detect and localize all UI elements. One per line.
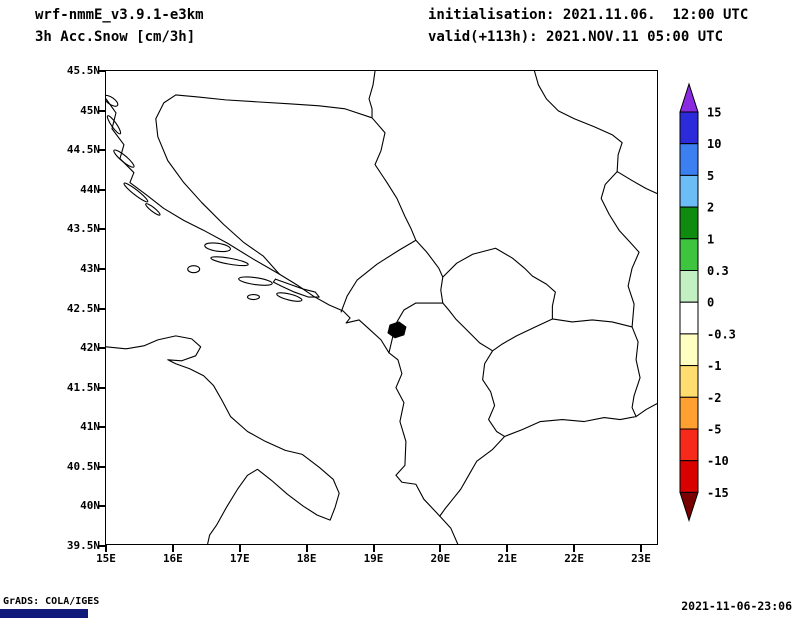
- colorbar-segment: [679, 270, 699, 303]
- colorbar-segment: [679, 301, 699, 335]
- country-borders: [156, 71, 657, 516]
- colorbar-segment: [679, 460, 699, 493]
- lat-tick-label: 45N: [80, 103, 100, 117]
- lat-tick-mark: [98, 149, 106, 152]
- lat-tick-label: 42.5N: [66, 301, 100, 315]
- lat-tick-label: 40N: [80, 499, 100, 513]
- lat-tick-label: 43.5N: [66, 222, 100, 236]
- lat-tick-label: 44.5N: [66, 143, 100, 157]
- island-hvar: [210, 255, 248, 267]
- colorbar-segment: [679, 365, 699, 398]
- colorbar-label: -10: [707, 454, 729, 468]
- colorbar-bottom-arrow: [679, 491, 699, 523]
- lat-tick-mark: [98, 267, 106, 270]
- colorbar-segment: [679, 428, 699, 462]
- colorbar-segment: [679, 396, 699, 430]
- colorbar-segment: [679, 174, 699, 208]
- lat-tick-mark: [98, 505, 106, 508]
- lon-tick-label: 17E: [229, 552, 250, 565]
- colorbar-segment: [679, 143, 699, 176]
- lat-tick-label: 41N: [80, 420, 100, 434]
- colorbar-label: 2: [707, 201, 714, 215]
- lat-tick-mark: [98, 545, 106, 547]
- lat-tick-mark: [98, 465, 106, 468]
- colorbar-label: -15: [707, 486, 729, 500]
- adriatic-coastline: [106, 99, 458, 544]
- lat-tick-label: 39.5N: [66, 539, 100, 552]
- lat-tick-label: 41.5N: [66, 380, 100, 394]
- lat-tick-mark: [98, 347, 106, 350]
- lat-tick-mark: [98, 188, 106, 191]
- lon-tick-label: 23E: [631, 552, 651, 565]
- lat-tick-mark: [98, 426, 106, 429]
- field-title: 3h Acc.Snow [cm/3h]: [35, 29, 196, 45]
- lon-tick-label: 18E: [296, 552, 317, 565]
- colorbar-label: 0: [707, 296, 714, 310]
- lon-tick-label: 22E: [564, 552, 585, 565]
- colorbar-segment: [679, 238, 699, 272]
- island-kornati: [145, 202, 162, 216]
- lon-tick-label: 15E: [96, 552, 116, 565]
- colorbar-segment: [679, 111, 699, 145]
- colorbar-label: 1: [707, 232, 714, 246]
- lon-tick-label: 19E: [363, 552, 384, 565]
- model-title: wrf-nmmE_v3.9.1-e3km: [35, 7, 204, 23]
- lon-tick-mark: [105, 544, 107, 552]
- lat-tick-mark: [98, 386, 106, 389]
- creation-timestamp: 2021-11-06-23:06: [681, 599, 792, 613]
- colorbar-label: 10: [707, 137, 721, 151]
- colorbar-label: -2: [707, 391, 721, 405]
- italy-coastline: [106, 336, 339, 544]
- colorbar-label: 15: [707, 106, 721, 120]
- island-dugi-otok: [123, 181, 150, 203]
- lon-tick-mark: [238, 544, 241, 552]
- island-korcula: [238, 275, 273, 287]
- lon-tick-mark: [640, 544, 642, 552]
- bottom-left-bar: [0, 609, 88, 618]
- island-brac: [204, 242, 231, 253]
- lat-tick-label: 40.5N: [66, 459, 100, 473]
- island-cres: [106, 114, 122, 135]
- lat-tick-mark: [98, 109, 106, 112]
- colorbar-label: -1: [707, 359, 721, 373]
- island-pag: [112, 148, 136, 169]
- lon-tick-mark: [171, 544, 174, 552]
- map-plot: 45.5N 45N 44.5N 44N 43.5N 43N 42.5N 42N 41.5N 41N…: [67, 64, 658, 565]
- lake-skadar: [388, 322, 406, 338]
- lon-tick-mark: [305, 544, 308, 552]
- lon-tick-label: 16E: [162, 552, 183, 565]
- init-time-label: initialisation: 2021.11.06. 12:00 UTC: [428, 7, 749, 23]
- lat-tick-mark: [98, 70, 106, 72]
- lon-tick-label: 21E: [497, 552, 518, 565]
- island-krk: [106, 93, 120, 108]
- lat-tick-mark: [98, 228, 106, 231]
- island-mljet: [276, 291, 303, 303]
- lon-tick-mark: [372, 544, 375, 552]
- lat-tick-label: 42N: [80, 341, 100, 355]
- lat-tick-label: 45.5N: [66, 64, 100, 77]
- lat-tick-mark: [98, 307, 106, 310]
- island-vis: [188, 266, 200, 273]
- colorbar-legend: 15 10 5 2 1 0.3 0 -0.3 -1 -2 -5 -10 -15: [676, 82, 756, 528]
- lon-tick-mark: [439, 544, 442, 552]
- colorbar-label: -0.3: [707, 327, 736, 341]
- colorbar-segment: [679, 206, 699, 240]
- grads-credit: GrADS: COLA/IGES: [3, 596, 100, 607]
- colorbar-svg: 15 10 5 2 1 0.3 0 -0.3 -1 -2 -5 -10 -15: [679, 82, 736, 523]
- lat-tick-label: 43N: [80, 261, 100, 275]
- lon-tick-mark: [506, 544, 509, 552]
- peljesac-peninsula: [273, 279, 319, 297]
- colorbar-top-arrow: [679, 82, 699, 113]
- colorbar-label: 5: [707, 169, 714, 183]
- colorbar-label: 0.3: [707, 264, 729, 278]
- island-lastovo: [247, 295, 259, 300]
- lon-tick-label: 20E: [430, 552, 451, 565]
- lon-tick-mark: [573, 544, 576, 552]
- lat-tick-label: 44N: [80, 182, 100, 196]
- valid-time-label: valid(+113h): 2021.NOV.11 05:00 UTC: [428, 29, 724, 45]
- colorbar-segment: [679, 333, 699, 367]
- colorbar-label: -5: [707, 423, 721, 437]
- balkans-map: [106, 71, 657, 544]
